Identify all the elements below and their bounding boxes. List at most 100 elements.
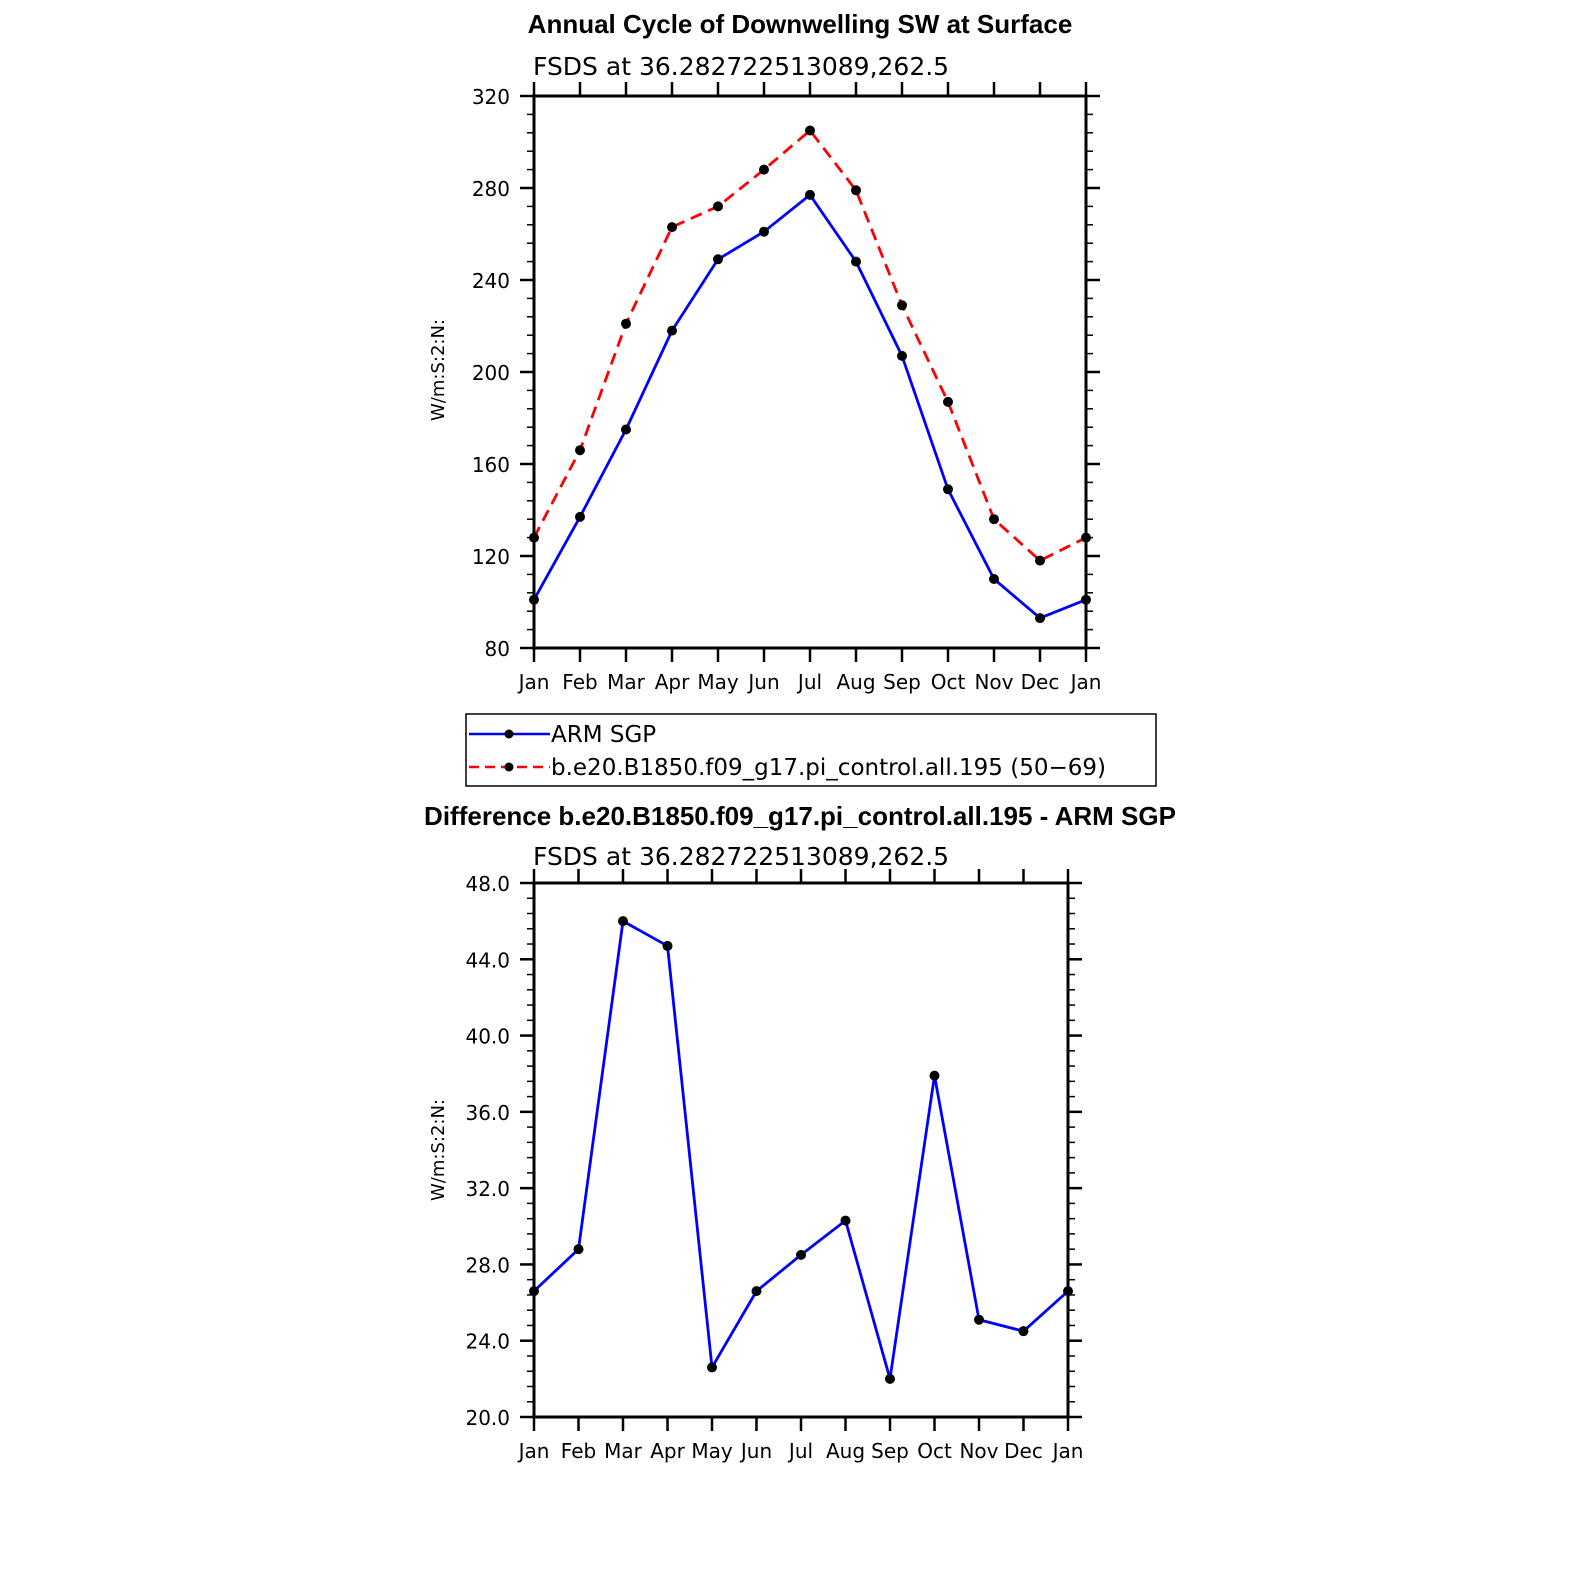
annual-cycle-panel: Annual Cycle of Downwelling SW at Surfac… bbox=[428, 9, 1101, 694]
top-series-0-point bbox=[713, 254, 723, 265]
top-series-0-point bbox=[943, 484, 953, 495]
bottom-series-0-point bbox=[1018, 1326, 1029, 1337]
bottom-x-tick-label: Jun bbox=[739, 1439, 772, 1463]
top-x-tick-label: Jul bbox=[796, 670, 822, 694]
top-y-tick-label: 120 bbox=[472, 545, 510, 569]
bottom-x-tick-label: May bbox=[691, 1439, 733, 1463]
top-y-tick-label: 280 bbox=[472, 177, 510, 201]
bottom-x-tick-label: Mar bbox=[604, 1439, 643, 1463]
top-x-tick-label: Sep bbox=[883, 670, 921, 694]
bottom-x-tick-label: Feb bbox=[561, 1439, 596, 1463]
top-series-1-point bbox=[759, 164, 769, 175]
top-series-0-point bbox=[759, 226, 769, 237]
top-series-0-point bbox=[621, 424, 631, 435]
top-x-tick-label: Aug bbox=[836, 670, 875, 694]
bottom-series-0-point bbox=[1063, 1286, 1073, 1297]
top-series-0-point bbox=[897, 350, 907, 361]
top-x-tick-label: May bbox=[697, 670, 739, 694]
bottom-y-tick-label: 48.0 bbox=[465, 872, 510, 896]
bottom-plot-area: Jan Feb Mar Apr May Jun Jul Aug Sep Oct Nov Dec Jan 2… bbox=[465, 869, 1083, 1463]
legend-box bbox=[465, 713, 1157, 787]
top-series-1-point bbox=[1081, 532, 1091, 543]
top-series-1-point bbox=[897, 300, 907, 311]
bottom-y-tick-label: 40.0 bbox=[465, 1025, 510, 1049]
bottom-series-0-point bbox=[707, 1362, 717, 1373]
bottom-y-tick-label: 28.0 bbox=[465, 1253, 510, 1277]
bottom-chart-title: Difference b.e20.B1850.f09_g17.pi_contro… bbox=[424, 801, 1176, 831]
bottom-series-0-point bbox=[885, 1373, 895, 1384]
top-series-1-point bbox=[621, 318, 631, 329]
bottom-series-0-point bbox=[573, 1244, 584, 1255]
top-x-tick-label: Nov bbox=[974, 670, 1013, 694]
top-y-tick-label: 160 bbox=[472, 453, 510, 477]
top-y-tick-label: 240 bbox=[472, 269, 510, 293]
top-y-axis-label: W/m:S:2:N: bbox=[428, 319, 449, 421]
legend: ARM SGP b.e20.B1850.f09_g17.pi_control.a… bbox=[465, 713, 1157, 787]
top-x-tick-label: Mar bbox=[607, 670, 646, 694]
bottom-x-tick-label: Sep bbox=[871, 1439, 909, 1463]
top-series-1-point bbox=[667, 222, 677, 233]
bottom-chart-subtitle: FSDS at 36.282722513089,262.5 bbox=[533, 842, 949, 871]
bottom-x-tick-label: Apr bbox=[650, 1439, 685, 1463]
bottom-series-0-point bbox=[618, 916, 628, 927]
bottom-y-axis-label: W/m:S:2:N: bbox=[428, 1099, 449, 1201]
top-series-0-point bbox=[851, 256, 861, 267]
bottom-x-tick-label: Nov bbox=[959, 1439, 998, 1463]
bottom-y-tick-label: 24.0 bbox=[465, 1330, 510, 1354]
top-series-0-point bbox=[1081, 594, 1091, 605]
top-series-0-point bbox=[667, 325, 677, 336]
bottom-plot-frame bbox=[532, 881, 1070, 1419]
top-x-tick-label: Oct bbox=[931, 670, 966, 694]
top-series-0-point bbox=[575, 511, 585, 522]
bottom-y-tick-label: 36.0 bbox=[465, 1101, 510, 1125]
top-series-1-point bbox=[851, 185, 861, 196]
top-x-tick-label: Apr bbox=[655, 670, 690, 694]
top-series-0-point bbox=[989, 574, 999, 584]
top-series-1-point bbox=[989, 514, 999, 525]
top-plot-frame bbox=[532, 94, 1088, 650]
bottom-series-0-point bbox=[662, 940, 673, 951]
top-x-tick-label: Feb bbox=[562, 670, 597, 694]
bottom-y-tick-label: 32.0 bbox=[465, 1177, 510, 1201]
top-series-1-point bbox=[1035, 555, 1045, 566]
bottom-series-0-point bbox=[529, 1286, 539, 1297]
top-y-tick-label: 320 bbox=[472, 85, 510, 109]
bottom-x-tick-label: Jul bbox=[787, 1439, 813, 1463]
top-chart-title: Annual Cycle of Downwelling SW at Surfac… bbox=[528, 9, 1073, 39]
legend-label-model: b.e20.B1850.f09_g17.pi_control.all.195 (… bbox=[551, 755, 1106, 781]
bottom-x-tick-label: Jan bbox=[1051, 1439, 1084, 1463]
bottom-series-0-point bbox=[796, 1249, 806, 1260]
top-chart-subtitle: FSDS at 36.282722513089,262.5 bbox=[533, 52, 949, 81]
bottom-y-tick-label: 44.0 bbox=[465, 948, 510, 972]
top-series-1-point bbox=[943, 396, 953, 407]
top-plot-area: Jan Feb Mar Apr May Jun Jul Aug Sep Oct Nov Dec Jan 8… bbox=[472, 82, 1102, 694]
bottom-series-0-point bbox=[974, 1314, 984, 1325]
top-series-1-point bbox=[529, 532, 539, 543]
bottom-x-tick-label: Dec bbox=[1004, 1439, 1043, 1463]
bottom-series-0-point bbox=[751, 1286, 762, 1297]
bottom-y-tick-label: 20.0 bbox=[465, 1406, 510, 1430]
top-x-tick-label: Jan bbox=[517, 670, 550, 694]
bottom-x-tick-label: Oct bbox=[917, 1439, 952, 1463]
top-series-0-point bbox=[805, 189, 815, 200]
top-x-tick-label: Dec bbox=[1021, 670, 1060, 694]
bottom-series-0-point bbox=[929, 1070, 940, 1081]
top-series-1-point bbox=[805, 125, 815, 136]
legend-marker-arm-sgp bbox=[504, 729, 514, 739]
difference-panel: Difference b.e20.B1850.f09_g17.pi_contro… bbox=[424, 801, 1176, 1463]
legend-marker-model bbox=[504, 762, 514, 772]
bottom-series-0-line bbox=[533, 919, 1069, 1381]
top-x-tick-label: Jan bbox=[1069, 670, 1102, 694]
bottom-series-0-point bbox=[840, 1215, 851, 1226]
top-series-1-point bbox=[575, 445, 585, 456]
bottom-x-tick-label: Jan bbox=[517, 1439, 550, 1463]
legend-label-arm-sgp: ARM SGP bbox=[551, 722, 656, 748]
top-series-0-line bbox=[532, 193, 1087, 620]
top-x-tick-label: Jun bbox=[746, 670, 779, 694]
top-y-tick-label: 80 bbox=[485, 637, 510, 661]
top-y-tick-label: 200 bbox=[472, 361, 510, 385]
top-series-0-point bbox=[1035, 613, 1045, 624]
top-series-1-point bbox=[713, 201, 723, 212]
bottom-x-tick-label: Aug bbox=[826, 1439, 865, 1463]
